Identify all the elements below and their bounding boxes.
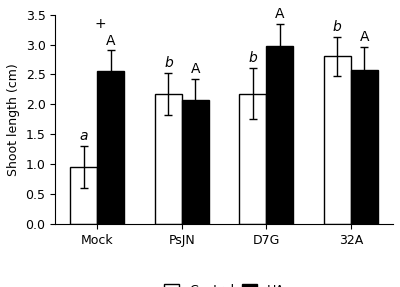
Text: A: A [191, 62, 200, 75]
Bar [324, 57, 351, 224]
Text: b: b [164, 56, 173, 70]
Bar [98, 71, 124, 224]
Text: a: a [80, 129, 88, 143]
Bar [70, 167, 98, 224]
Text: +: + [94, 17, 106, 31]
Text: A: A [275, 7, 285, 21]
Bar [351, 70, 378, 224]
Bar [266, 46, 293, 224]
Bar [155, 94, 182, 224]
Text: A: A [106, 34, 116, 48]
Text: A: A [360, 30, 369, 44]
Bar [239, 94, 266, 224]
Legend: Control, HA: Control, HA [164, 284, 284, 287]
Text: b: b [248, 51, 257, 65]
Y-axis label: Shoot length (cm): Shoot length (cm) [7, 63, 20, 176]
Text: b: b [333, 20, 342, 34]
Bar [182, 100, 209, 224]
